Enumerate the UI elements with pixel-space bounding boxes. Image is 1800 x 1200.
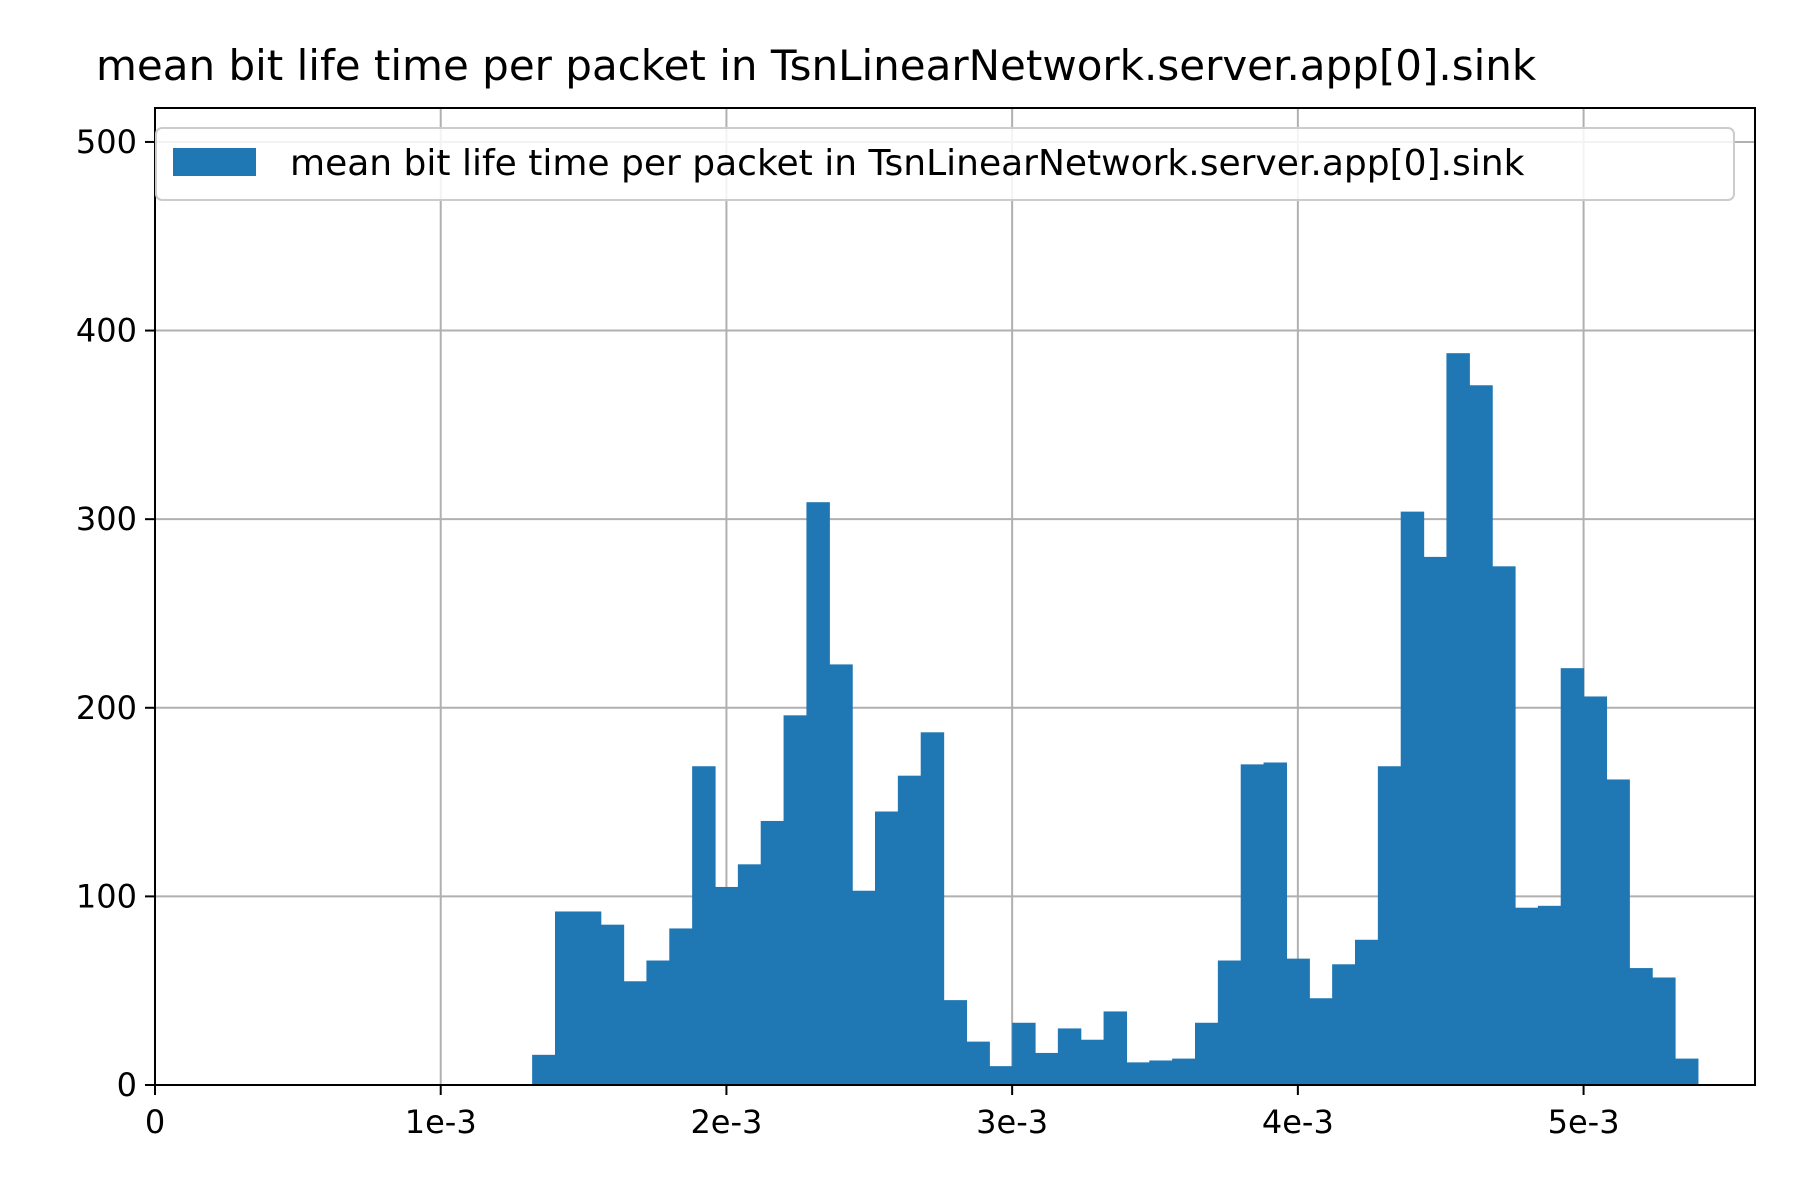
- legend: mean bit life time per packet in TsnLine…: [155, 127, 1735, 201]
- histogram-bar: [966, 1041, 990, 1085]
- histogram-bar: [577, 911, 602, 1085]
- histogram-bar: [1675, 1058, 1699, 1085]
- histogram-bar: [1035, 1052, 1059, 1085]
- histogram-bar: [989, 1066, 1013, 1085]
- histogram-bar: [1652, 977, 1676, 1085]
- legend-box: [155, 127, 1735, 201]
- histogram-bar: [1103, 1011, 1128, 1085]
- histogram-bar: [1537, 905, 1562, 1085]
- histogram-bar: [532, 1054, 556, 1085]
- histogram-bars: [532, 353, 1699, 1086]
- histogram-bar: [555, 911, 579, 1085]
- x-axis: 0 1e-3 2e-3 3e-3 4e-3 5e-3: [145, 1085, 1620, 1141]
- chart-title: mean bit life time per packet in TsnLine…: [96, 41, 1537, 90]
- x-tick-label: 0: [145, 1103, 165, 1141]
- histogram-bar: [1195, 1022, 1219, 1085]
- histogram-bar: [806, 502, 830, 1086]
- histogram-bar: [692, 766, 716, 1085]
- histogram-bar: [1423, 556, 1448, 1085]
- histogram-bar: [1377, 766, 1402, 1085]
- histogram-bar: [1515, 907, 1539, 1085]
- histogram-bar: [1217, 960, 1242, 1085]
- histogram-bar: [760, 820, 785, 1085]
- histogram-bar: [1309, 998, 1333, 1085]
- plot-frame: [154, 107, 1756, 1086]
- histogram-bar: [600, 924, 625, 1085]
- histogram-bar: [1560, 668, 1585, 1085]
- y-tick-label: 0: [117, 1066, 137, 1104]
- histogram-bar: [1629, 968, 1653, 1085]
- histogram-bar: [1172, 1058, 1196, 1085]
- histogram-bar: [1469, 385, 1493, 1086]
- histogram-bar: [1149, 1060, 1173, 1085]
- histogram-bar: [1240, 764, 1265, 1085]
- y-tick-label: 100: [76, 877, 137, 915]
- histogram-bar: [1446, 353, 1470, 1085]
- histogram-bar: [1606, 779, 1630, 1085]
- histogram-bar: [1492, 566, 1516, 1085]
- y-tick-label: 200: [76, 689, 137, 727]
- legend-swatch: [173, 148, 256, 176]
- histogram-bar: [943, 1000, 968, 1085]
- histogram-bar: [1080, 1039, 1105, 1085]
- y-tick-label: 500: [76, 123, 137, 161]
- histogram-bar: [623, 981, 648, 1085]
- x-tick-label: 1e-3: [405, 1103, 477, 1141]
- histogram-bar: [1286, 958, 1310, 1085]
- y-tick-label: 400: [76, 312, 137, 350]
- histogram-bar: [897, 775, 922, 1085]
- x-tick-label: 5e-3: [1548, 1103, 1620, 1141]
- histogram-bar: [1355, 939, 1379, 1085]
- histogram-bar: [852, 890, 876, 1085]
- y-tick-label: 300: [76, 500, 137, 538]
- histogram-bar: [1126, 1062, 1150, 1085]
- histogram-bar: [783, 715, 808, 1085]
- histogram-bar: [875, 811, 899, 1085]
- x-tick-label: 2e-3: [690, 1103, 762, 1141]
- histogram-bar: [1332, 964, 1356, 1085]
- y-axis: 0 100 200 300 400 500: [76, 123, 155, 1104]
- histogram-bar: [920, 732, 945, 1085]
- histogram-bar: [1263, 762, 1288, 1085]
- histogram-bar: [715, 886, 739, 1085]
- x-tick-label: 3e-3: [976, 1103, 1048, 1141]
- histogram-bar: [737, 864, 762, 1085]
- legend-label: mean bit life time per packet in TsnLine…: [290, 143, 1525, 184]
- histogram-bar: [1400, 511, 1425, 1085]
- histogram-bar: [1012, 1022, 1036, 1085]
- histogram-bar: [1057, 1028, 1082, 1085]
- x-tick-label: 4e-3: [1262, 1103, 1334, 1141]
- histogram-bar: [1583, 696, 1608, 1085]
- histogram-bar: [669, 928, 693, 1085]
- histogram-bar: [829, 664, 853, 1085]
- histogram-bar: [646, 960, 670, 1085]
